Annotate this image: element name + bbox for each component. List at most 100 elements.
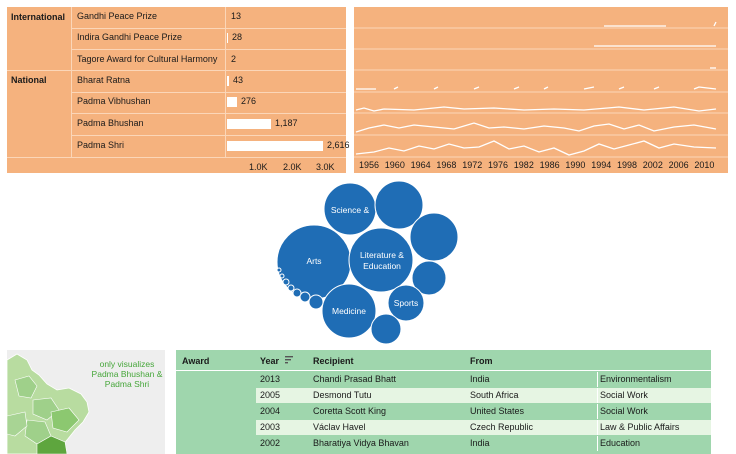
award-count-bar[interactable] bbox=[227, 97, 237, 107]
year-tick-label: 1986 bbox=[539, 160, 560, 170]
bubble-medicine bbox=[321, 283, 377, 339]
sparkline-gandhi-peace-prize bbox=[604, 21, 717, 27]
cell-field: Social Work bbox=[600, 390, 648, 400]
group-label-international: International bbox=[11, 12, 66, 22]
year-tick-label: 1990 bbox=[565, 160, 586, 170]
cell-from: Czech Republic bbox=[470, 422, 534, 432]
bubble-misc-right bbox=[409, 212, 459, 262]
cell-year: 2002 bbox=[260, 438, 281, 448]
bubble-label-literature-line: Education bbox=[363, 261, 401, 271]
cell-field: Education bbox=[600, 438, 641, 448]
award-count-bar[interactable] bbox=[227, 141, 323, 151]
divider bbox=[71, 135, 346, 136]
column-header-from[interactable]: From bbox=[470, 356, 493, 366]
bubble-sports bbox=[387, 284, 425, 322]
year-tick-label: 2002 bbox=[642, 160, 663, 170]
cell-field: Law & Public Affairs bbox=[600, 422, 680, 432]
bubble-tiny bbox=[292, 288, 302, 298]
award-name[interactable]: Padma Shri bbox=[77, 140, 125, 150]
field-bubble-chart: Science & Arts Literature & Education Med… bbox=[276, 180, 459, 345]
award-count-label: 276 bbox=[241, 96, 257, 106]
award-count-bar[interactable] bbox=[227, 119, 271, 129]
divider bbox=[225, 7, 226, 157]
award-count-bar[interactable] bbox=[227, 33, 228, 43]
bubble-tiny bbox=[287, 284, 295, 292]
bubble-label-arts: Arts bbox=[306, 256, 321, 266]
bubble-tiny bbox=[282, 278, 290, 286]
year-tick-label: 1956 bbox=[359, 160, 380, 170]
divider bbox=[71, 49, 346, 50]
india-state-map[interactable] bbox=[7, 350, 165, 454]
award-name[interactable]: Tagore Award for Cultural Harmony bbox=[77, 54, 218, 64]
bubble-label-medicine: Medicine bbox=[332, 306, 366, 316]
award-count-label: 2,616 bbox=[327, 140, 350, 150]
year-tick-label: 1968 bbox=[436, 160, 457, 170]
awards-count-table: International National Gandhi Peace Priz… bbox=[7, 7, 350, 173]
divider bbox=[597, 404, 598, 419]
recipients-table: Award Year Recipient From 2013 Chandi Pra… bbox=[176, 350, 711, 454]
cell-year: 2003 bbox=[260, 422, 281, 432]
award-name[interactable]: Gandhi Peace Prize bbox=[77, 11, 158, 21]
bubble-label-literature-line: Literature & bbox=[360, 250, 404, 260]
sparkline-padma-bhushan bbox=[355, 122, 717, 133]
year-tick-label: 1972 bbox=[462, 160, 483, 170]
divider bbox=[597, 372, 598, 387]
award-count-label: 1,187 bbox=[275, 118, 298, 128]
sparkline-padma-vibhushan bbox=[355, 106, 717, 112]
bubble-label-sports: Sports bbox=[394, 298, 419, 308]
award-count-bar[interactable] bbox=[227, 76, 229, 86]
bubble-label-literature: Literature & Education bbox=[360, 250, 404, 271]
cell-recipient: Bharatiya Vidya Bhavan bbox=[313, 438, 409, 448]
award-count-label: 13 bbox=[231, 11, 242, 21]
cell-year: 2013 bbox=[260, 374, 281, 384]
sparkline-bharat-ratna bbox=[356, 86, 717, 90]
column-header-year[interactable]: Year bbox=[260, 356, 280, 366]
cell-from: India bbox=[470, 374, 490, 384]
year-tick-label: 1964 bbox=[410, 160, 431, 170]
divider bbox=[597, 436, 598, 451]
bubble-tiny bbox=[276, 267, 282, 273]
cell-year: 2004 bbox=[260, 406, 281, 416]
cell-recipient: Václav Havel bbox=[313, 422, 366, 432]
x-tick-label: 2.0K bbox=[283, 162, 302, 172]
divider bbox=[7, 157, 346, 158]
award-count-label: 28 bbox=[232, 32, 243, 42]
bubble-misc-bottom bbox=[370, 313, 402, 345]
x-tick-label: 3.0K bbox=[316, 162, 335, 172]
map-note: only visualizes Padma Bhushan & Padma Sh… bbox=[91, 359, 163, 389]
year-tick-label: 2006 bbox=[668, 160, 689, 170]
column-header-recipient[interactable]: Recipient bbox=[313, 356, 354, 366]
divider bbox=[71, 7, 72, 157]
award-name[interactable]: Padma Bhushan bbox=[77, 118, 144, 128]
sparkline-chart bbox=[354, 21, 728, 158]
column-header-award[interactable]: Award bbox=[182, 356, 210, 366]
divider bbox=[71, 28, 346, 29]
award-name[interactable]: Padma Vibhushan bbox=[77, 96, 151, 106]
bubble-tiny bbox=[279, 273, 285, 279]
india-map[interactable]: only visualizes Padma Bhushan & Padma Sh… bbox=[7, 350, 165, 454]
award-count-label: 43 bbox=[233, 75, 244, 85]
divider bbox=[7, 70, 346, 71]
bubble-misc-small-right bbox=[411, 260, 447, 296]
divider bbox=[71, 113, 346, 114]
award-count-label: 2 bbox=[231, 54, 237, 64]
sparkline-padma-shri bbox=[355, 140, 717, 156]
bubble-tiny bbox=[308, 294, 324, 310]
cell-recipient: Coretta Scott King bbox=[313, 406, 387, 416]
bubble-literature-education bbox=[348, 227, 414, 293]
award-name[interactable]: Bharat Ratna bbox=[77, 75, 131, 85]
divider bbox=[597, 420, 598, 435]
cell-from: India bbox=[470, 438, 490, 448]
cell-from: United States bbox=[470, 406, 525, 416]
cell-field: Social Work bbox=[600, 406, 648, 416]
bubble-misc-top bbox=[374, 180, 424, 230]
award-name[interactable]: Indira Gandhi Peace Prize bbox=[77, 32, 183, 42]
year-tick-label: 1976 bbox=[488, 160, 509, 170]
divider bbox=[597, 388, 598, 403]
divider bbox=[71, 92, 346, 93]
year-tick-label: 1960 bbox=[384, 160, 405, 170]
awards-timeline: 1956 1960 1964 1968 1972 1976 1982 1986 1990 1994… bbox=[354, 7, 728, 173]
group-label-national: National bbox=[11, 75, 47, 85]
x-tick-label: 1.0K bbox=[249, 162, 268, 172]
sort-icon[interactable] bbox=[284, 355, 294, 365]
